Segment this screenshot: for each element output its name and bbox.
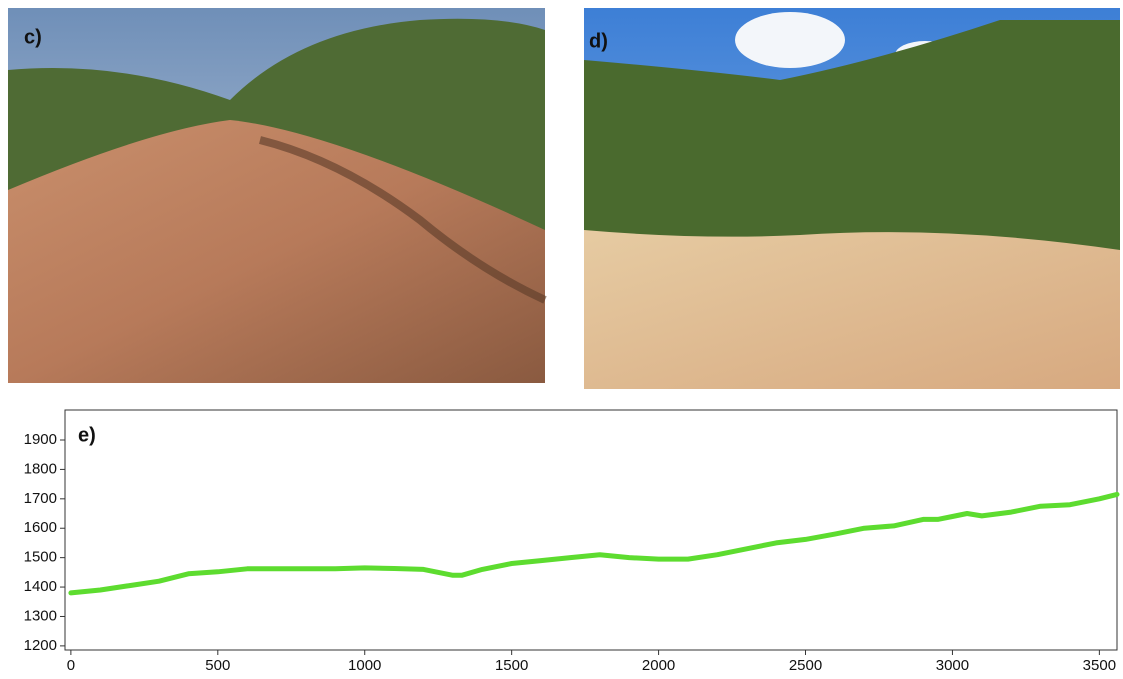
x-tick-label: 3000 (936, 657, 969, 674)
x-tick-label: 2000 (642, 657, 675, 674)
x-tick-label: 500 (205, 657, 230, 674)
chart-title: e) (78, 424, 96, 446)
x-tick-label: 0 (67, 657, 75, 674)
x-tick-label: 1000 (348, 657, 381, 674)
y-tick-label: 1700 (24, 490, 57, 507)
figure: c) d) e) 1200 1300 1400 1500 1600 1700 1800 190… (0, 0, 1123, 679)
panel-label: c) (24, 26, 42, 48)
y-tick-label: 1200 (24, 637, 57, 654)
x-tick-label: 2500 (789, 657, 822, 674)
x-tick-label: 1500 (495, 657, 528, 674)
y-tick-label: 1300 (24, 607, 57, 624)
photo-d (584, 8, 1120, 389)
page: {"panels": ["c)", "d)"], "chart_data": {… (0, 0, 1123, 679)
y-tick-label: 1600 (24, 519, 57, 536)
y-tick-label: 1800 (24, 460, 57, 477)
panel-label: d) (589, 30, 608, 52)
y-tick-label: 1900 (24, 431, 57, 448)
y-tick-label: 1500 (24, 549, 57, 566)
x-tick-label: 3500 (1083, 657, 1116, 674)
photo-c (8, 8, 545, 383)
y-tick-label: 1400 (24, 578, 57, 595)
plot-area (65, 410, 1117, 650)
